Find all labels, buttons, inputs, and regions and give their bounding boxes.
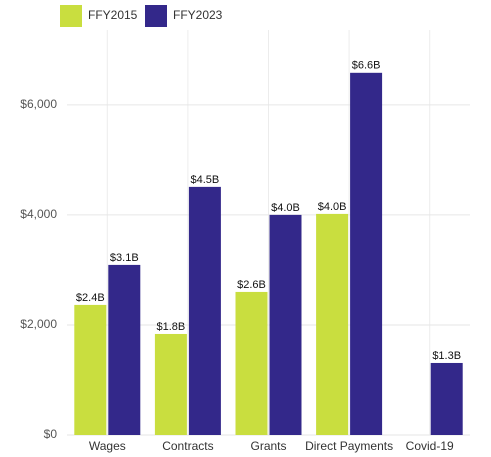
- x-tick-label: Covid-19: [406, 439, 454, 453]
- value-label: $2.6B: [237, 279, 266, 291]
- value-label: $2.4B: [76, 292, 105, 304]
- x-tick-label: Grants: [250, 439, 286, 453]
- bar: [350, 72, 383, 435]
- bar: [269, 214, 302, 435]
- legend-label: FFY2023: [173, 8, 223, 22]
- bar: [188, 186, 221, 435]
- y-tick-label: $4,000: [20, 207, 57, 221]
- y-tick-label: $6,000: [20, 97, 57, 111]
- value-label: $6.6B: [352, 60, 381, 72]
- bar: [430, 362, 463, 435]
- value-label: $1.8B: [157, 321, 186, 333]
- value-label: $3.1B: [110, 252, 139, 264]
- legend-label: FFY2015: [88, 8, 138, 22]
- legend-swatch: [145, 5, 167, 27]
- bar: [154, 333, 187, 435]
- bar: [74, 304, 107, 435]
- bar: [108, 264, 141, 435]
- value-label: $1.3B: [432, 350, 461, 362]
- bar: [235, 291, 268, 435]
- value-label: $4.5B: [191, 174, 220, 186]
- legend-swatch: [60, 5, 82, 27]
- y-tick-label: $2,000: [20, 317, 57, 331]
- value-label: $4.0B: [271, 202, 300, 214]
- x-tick-label: Direct Payments: [305, 439, 393, 453]
- bar: [316, 213, 349, 435]
- x-tick-label: Contracts: [162, 439, 213, 453]
- y-tick-label: $0: [44, 427, 58, 441]
- value-label: $4.0B: [318, 201, 347, 213]
- x-tick-label: Wages: [89, 439, 126, 453]
